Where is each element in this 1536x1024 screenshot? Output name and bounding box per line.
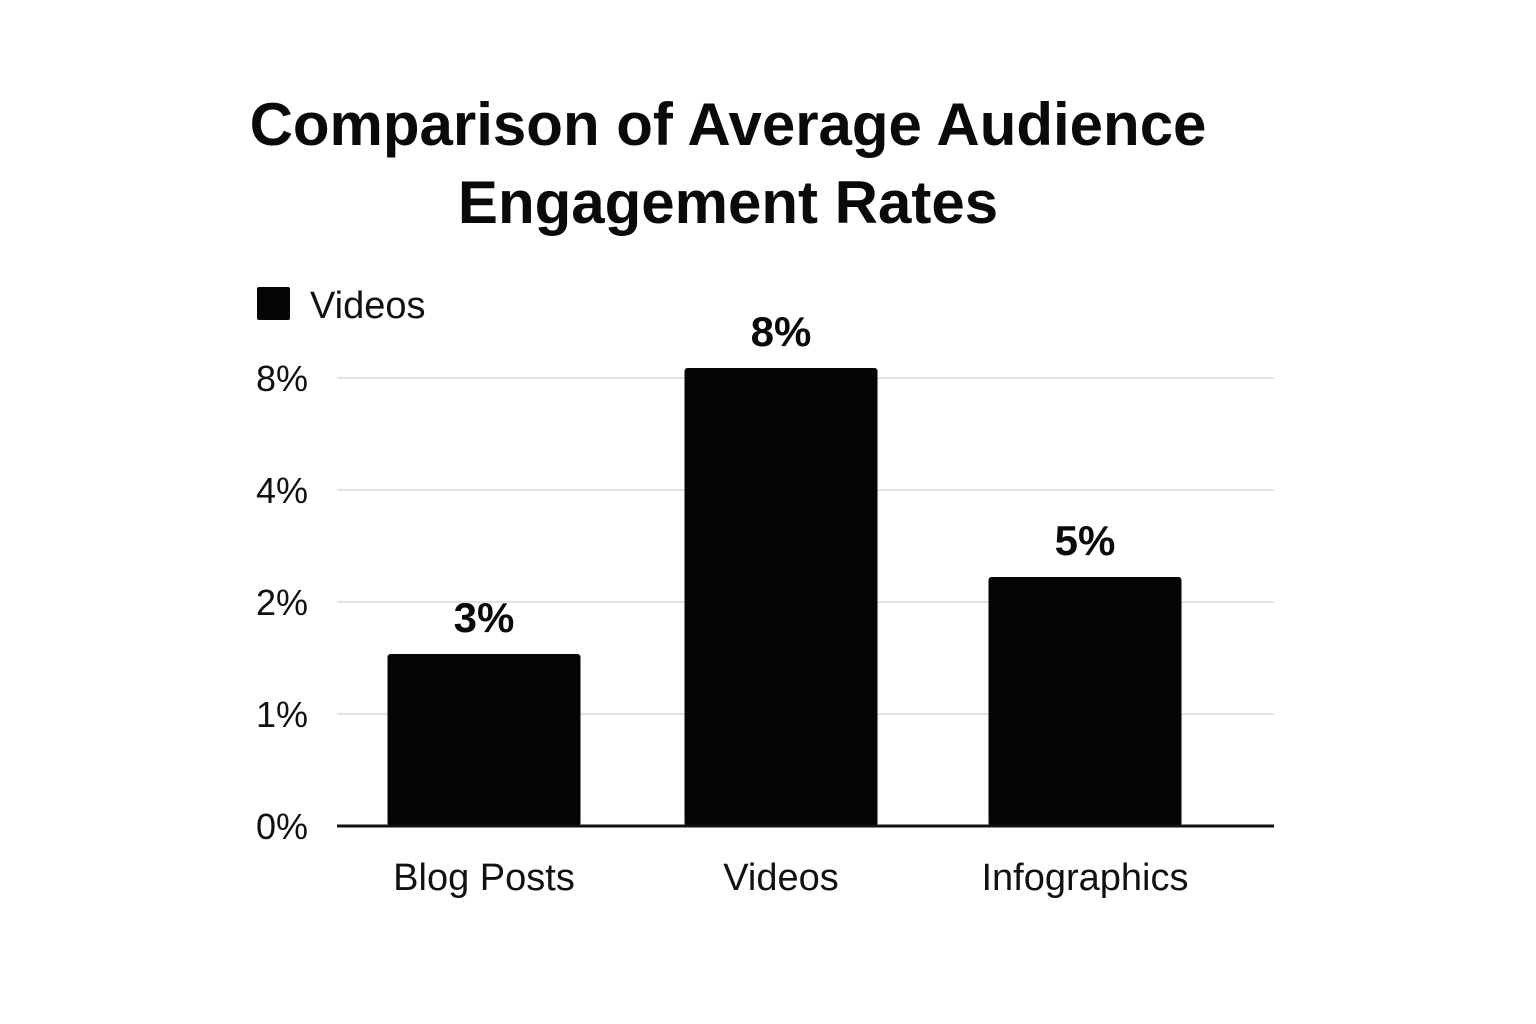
y-tick-label: 1% xyxy=(256,694,308,735)
data-labels: 3% 8% 5% xyxy=(454,308,1116,641)
x-category-label: Blog Posts xyxy=(393,857,575,899)
chart-title-line-1: Comparison of Average Audience xyxy=(249,91,1207,158)
chart-title-line-2: Engagement Rates xyxy=(457,169,999,236)
chart-title: Comparison of Average Audience Engagemen… xyxy=(0,86,1456,242)
x-axis-categories: Blog Posts Videos Infographics xyxy=(393,857,1188,899)
bar-infographics xyxy=(988,577,1182,826)
x-category-label: Infographics xyxy=(981,857,1188,899)
bars xyxy=(387,368,1182,826)
data-label: 5% xyxy=(1055,517,1116,564)
y-tick-label: 2% xyxy=(256,582,308,623)
data-label: 8% xyxy=(751,308,812,355)
bar-videos xyxy=(684,368,878,826)
y-tick-label: 0% xyxy=(256,806,308,847)
bar-blog-posts xyxy=(387,654,581,826)
legend-swatch-videos xyxy=(257,287,290,320)
y-tick-label: 4% xyxy=(256,470,308,511)
legend-label-videos: Videos xyxy=(310,285,426,327)
x-category-label: Videos xyxy=(723,857,839,899)
y-tick-label: 8% xyxy=(256,358,308,399)
data-label: 3% xyxy=(454,594,515,641)
legend: Videos xyxy=(257,285,426,327)
y-axis-ticks: 0% 1% 2% 4% 8% xyxy=(256,358,308,847)
